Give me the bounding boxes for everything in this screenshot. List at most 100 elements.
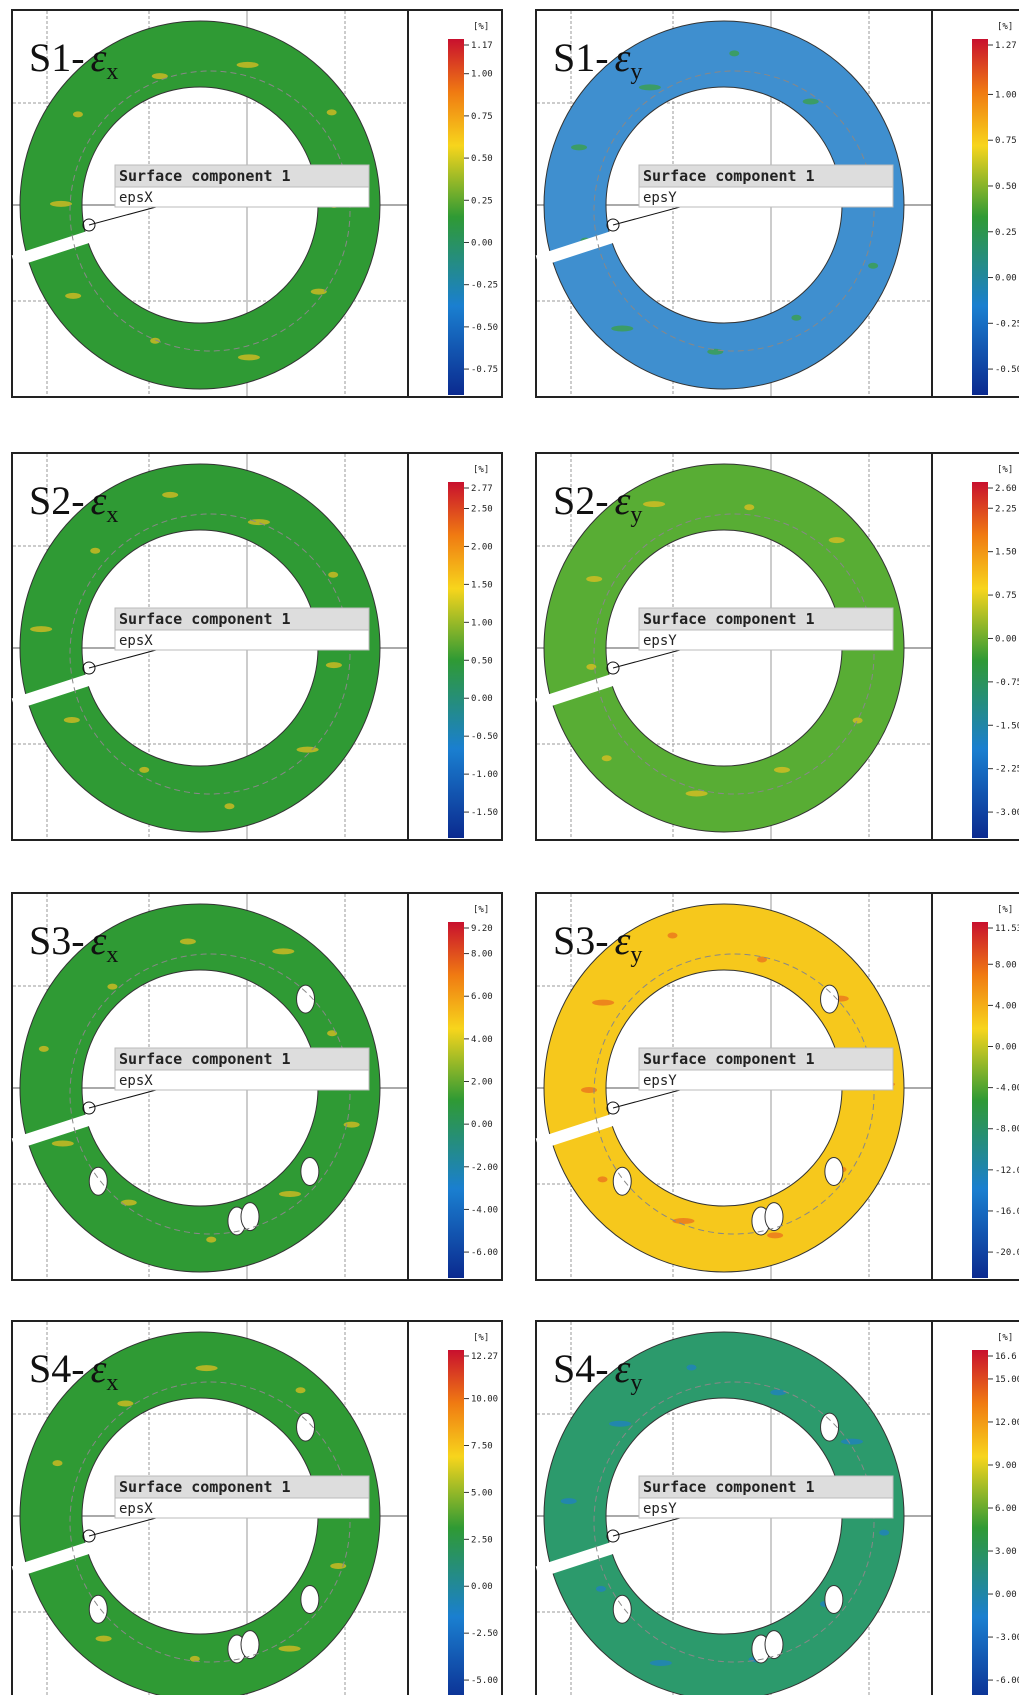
colorbar-tick-label: -0.50 bbox=[471, 323, 498, 333]
strain-patch bbox=[879, 1530, 889, 1536]
strain-patch bbox=[853, 717, 863, 723]
strain-patch bbox=[668, 932, 678, 938]
callout-heading: Surface component 1 bbox=[643, 1050, 815, 1068]
callout-field: epsY bbox=[643, 633, 677, 649]
panel-title: S1-εy bbox=[553, 35, 642, 85]
strain-patch bbox=[64, 717, 80, 723]
colorbar-tick-label: 0.25 bbox=[995, 228, 1017, 238]
strain-panel: Surface component 1epsYS3-εy[%]11.538.00… bbox=[535, 892, 1019, 1281]
strain-patch bbox=[296, 1387, 306, 1393]
strain-patch bbox=[272, 948, 294, 954]
colorbar-tick-label: -20.00 bbox=[995, 1248, 1019, 1258]
colorbar bbox=[448, 922, 464, 1278]
strain-patch bbox=[52, 1460, 62, 1466]
colorbar-tick-label: -3.00 bbox=[995, 1633, 1019, 1643]
crack-hole bbox=[301, 1586, 319, 1614]
colorbar-tick-label: 7.50 bbox=[471, 1442, 493, 1452]
title-prefix: S1- bbox=[553, 35, 609, 80]
colorbar-tick-label: 2.60 bbox=[995, 484, 1017, 494]
colorbar-tick-label: 0.50 bbox=[471, 154, 493, 164]
colorbar-tick-label: 8.00 bbox=[471, 950, 493, 960]
colorbar bbox=[972, 39, 988, 395]
strain-patch bbox=[868, 263, 878, 269]
strain-patch bbox=[686, 1365, 696, 1371]
strain-panel: Surface component 1epsXS4-εx[%]12.2710.0… bbox=[11, 1320, 503, 1695]
panel-title: S3-εy bbox=[553, 918, 642, 968]
title-symbol: ε bbox=[615, 478, 631, 523]
colorbar-tick-label: 5.00 bbox=[471, 1488, 493, 1498]
strain-patch bbox=[90, 548, 100, 554]
crack-hole bbox=[821, 985, 839, 1013]
colorbar bbox=[972, 482, 988, 838]
strain-patch bbox=[586, 576, 602, 582]
colorbar-tick-label: 2.00 bbox=[471, 1078, 493, 1088]
strain-patch bbox=[326, 662, 342, 668]
crack-hole bbox=[89, 1167, 107, 1195]
strain-patch bbox=[238, 354, 260, 360]
strain-patch bbox=[686, 790, 708, 796]
panel-title: S4-εy bbox=[553, 1346, 642, 1396]
callout-body bbox=[115, 1498, 369, 1518]
colorbar-tick-label: -4.00 bbox=[995, 1084, 1019, 1094]
strain-patch bbox=[73, 111, 83, 117]
colorbar-tick-label: 0.00 bbox=[995, 634, 1017, 644]
colorbar-tick-label: 0.00 bbox=[471, 694, 493, 704]
colorbar-unit: [%] bbox=[473, 465, 489, 475]
title-subscript: y bbox=[630, 942, 642, 968]
colorbar-tick-label: 12.00 bbox=[995, 1418, 1019, 1428]
callout-heading: Surface component 1 bbox=[643, 167, 815, 185]
colorbar-tick-label: -0.75 bbox=[471, 365, 498, 375]
colorbar bbox=[448, 482, 464, 838]
colorbar-tick-label: -1.50 bbox=[995, 721, 1019, 731]
colorbar-tick-label: 6.00 bbox=[995, 1504, 1017, 1514]
colorbar-tick-label: 9.20 bbox=[471, 924, 493, 934]
callout-heading: Surface component 1 bbox=[643, 1478, 815, 1496]
strain-patch bbox=[65, 293, 81, 299]
colorbar bbox=[972, 922, 988, 1278]
title-subscript: x bbox=[106, 1370, 118, 1396]
callout-body bbox=[639, 630, 893, 650]
colorbar-tick-label: -12.00 bbox=[995, 1166, 1019, 1176]
callout-body bbox=[639, 1498, 893, 1518]
strain-patch bbox=[107, 984, 117, 990]
colorbar-unit: [%] bbox=[997, 465, 1013, 475]
panel-title: S2-εx bbox=[29, 478, 118, 528]
strain-patch bbox=[39, 1046, 49, 1052]
strain-patch bbox=[791, 315, 801, 321]
crack-hole bbox=[297, 1413, 315, 1441]
strain-patch bbox=[196, 1365, 218, 1371]
strain-patch bbox=[180, 938, 196, 944]
strain-patch bbox=[96, 1636, 112, 1642]
strain-panel: Surface component 1epsXS3-εx[%]9.208.006… bbox=[11, 892, 503, 1281]
strain-patch bbox=[50, 201, 72, 207]
strain-patch bbox=[121, 1200, 137, 1206]
strain-patch bbox=[767, 1232, 783, 1238]
crack-hole bbox=[301, 1158, 319, 1186]
colorbar-tick-label: 0.00 bbox=[471, 238, 493, 248]
colorbar-tick-label: 3.00 bbox=[995, 1547, 1017, 1557]
title-symbol: ε bbox=[615, 1346, 631, 1391]
strain-patch bbox=[598, 1176, 608, 1182]
panel-title: S3-εx bbox=[29, 918, 118, 968]
strain-patch bbox=[162, 492, 178, 498]
callout-heading: Surface component 1 bbox=[119, 1478, 291, 1496]
strain-patch bbox=[30, 626, 52, 632]
colorbar-tick-label: -6.00 bbox=[995, 1676, 1019, 1686]
callout-field: epsX bbox=[119, 633, 153, 649]
colorbar-tick-label: 15.00 bbox=[995, 1375, 1019, 1385]
title-subscript: y bbox=[630, 502, 642, 528]
colorbar-tick-label: 0.75 bbox=[995, 136, 1017, 146]
strain-patch bbox=[707, 349, 723, 355]
colorbar-tick-label: 1.17 bbox=[471, 41, 493, 51]
panel-title: S1-εx bbox=[29, 35, 118, 85]
title-prefix: S3- bbox=[553, 918, 609, 963]
title-subscript: y bbox=[630, 59, 642, 85]
title-subscript: x bbox=[106, 502, 118, 528]
colorbar-tick-label: -4.00 bbox=[471, 1205, 498, 1215]
colorbar-unit: [%] bbox=[473, 905, 489, 915]
strain-panel: Surface component 1epsYS4-εy[%]16.615.00… bbox=[535, 1320, 1019, 1695]
crack-hole bbox=[613, 1595, 631, 1623]
strain-patch bbox=[774, 767, 790, 773]
strain-patch bbox=[744, 504, 754, 510]
strain-patch bbox=[279, 1646, 301, 1652]
